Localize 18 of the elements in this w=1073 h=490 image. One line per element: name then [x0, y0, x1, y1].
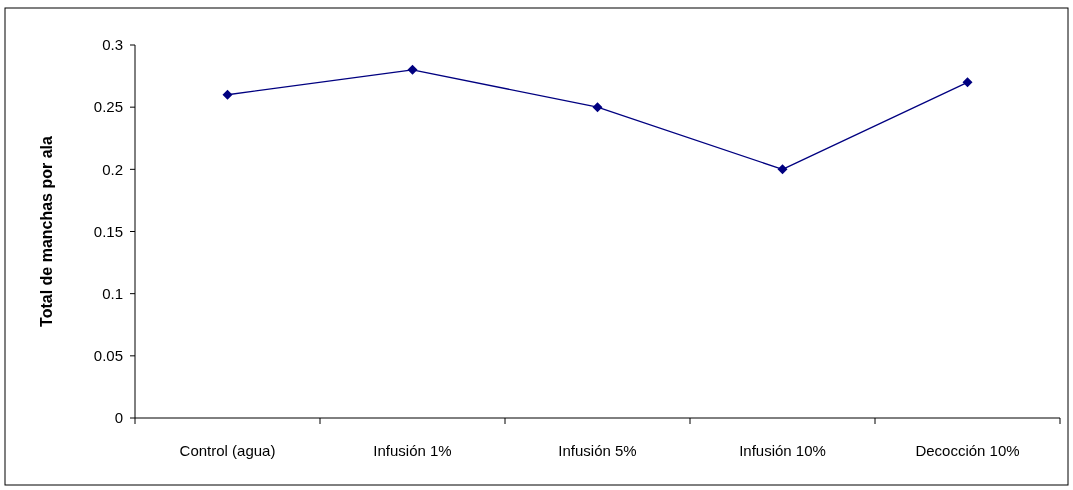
point	[592, 102, 603, 113]
y-tick-label: 0.3	[102, 36, 123, 54]
point	[407, 64, 418, 75]
x-tick-label: Decocción 10%	[915, 442, 1020, 459]
y-tick-label: 0	[114, 409, 123, 427]
x-tick-label: Infusión 5%	[558, 442, 637, 459]
point	[777, 164, 788, 175]
x-tick-label: Infusión 10%	[739, 442, 826, 459]
point	[962, 77, 973, 88]
x-tick-label: Control (agua)	[179, 442, 276, 459]
y-tick-label: 0.2	[102, 160, 123, 178]
y-tick-label: 0.25	[93, 98, 123, 116]
point	[222, 89, 233, 100]
y-tick-label: 0.05	[93, 347, 123, 365]
y-tick-label: 0.1	[102, 284, 123, 302]
y-axis-title: Total de manchas por ala	[38, 135, 55, 327]
y-tick-label: 0.15	[93, 222, 123, 240]
x-tick-label: Infusión 1%	[373, 442, 452, 459]
